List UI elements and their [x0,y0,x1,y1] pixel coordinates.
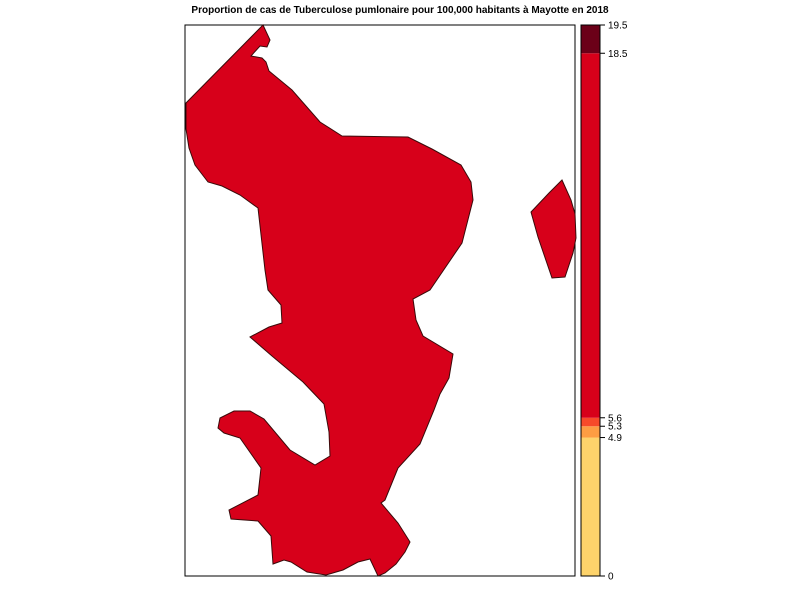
legend-tick-label-0: 0 [608,572,614,583]
legend-band-0 [581,437,600,576]
legend-bands [581,25,600,576]
legend-tick-label-1: 4.9 [608,433,622,444]
legend-band-2 [581,417,600,427]
petite-terre-island [530,179,577,279]
legend-band-3 [581,53,600,418]
legend-band-4 [581,25,600,54]
legend-frame [580,24,601,577]
grande-terre-island [185,24,474,577]
legend-tick-label-3: 5.6 [608,413,622,424]
color-legend: 0 4.95.35.6 18.5 19.5 [580,21,628,583]
legend-band-1 [581,426,600,438]
legend-tick-label-2: 5.3 [608,422,622,433]
map-title: Proportion de cas de Tuberculose pumlona… [191,5,609,16]
legend-tick-label-5: 19.5 [608,21,628,32]
map-frame [184,24,576,577]
legend-ticks: 0 4.95.35.6 18.5 19.5 [600,21,628,583]
mayotte-regions [185,24,577,577]
legend-tick-label-4: 18.5 [608,49,628,60]
